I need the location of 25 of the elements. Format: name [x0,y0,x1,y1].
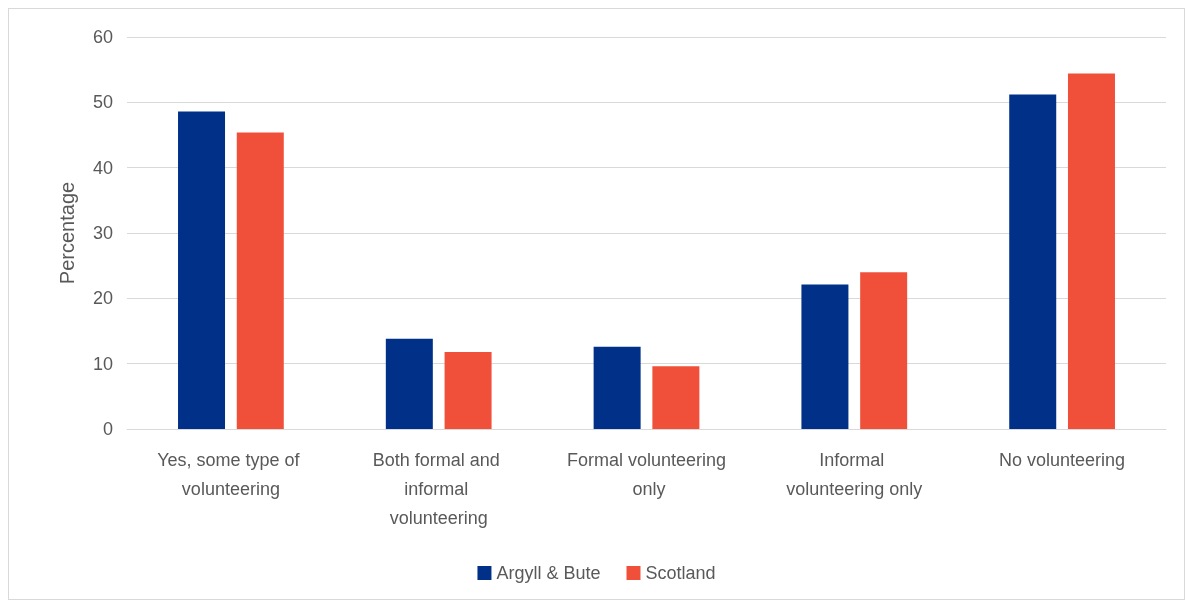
y-axis-title: Percentage [56,181,78,285]
y-tick-label: 0 [102,419,113,439]
x-tick-label: No volunteering [999,449,1126,470]
x-tick-label: Yes, some type of volunteering [157,449,305,499]
y-tick-label: 10 [92,353,113,374]
bar [236,132,284,429]
y-tick-label: 60 [92,27,113,47]
bar [593,346,641,429]
y-tick-label: 50 [92,92,113,113]
bar [1067,73,1115,429]
x-tick-label: Formal volunteering only [566,449,727,499]
legend-label: Scotland [645,563,716,583]
legend-label: Argyll & Bute [496,563,601,583]
x-tick-label: Informal volunteering only [786,449,923,499]
bar [178,111,226,429]
bar [801,284,849,429]
y-tick-label: 40 [92,157,113,178]
bar [860,272,908,429]
bar [385,338,433,429]
x-tick-label: Both formal and informal volunteering [372,449,505,528]
y-tick-label: 20 [92,288,113,309]
bar [1009,94,1057,429]
y-tick-label: 30 [92,223,113,243]
bar [444,351,492,429]
bar [652,366,700,429]
